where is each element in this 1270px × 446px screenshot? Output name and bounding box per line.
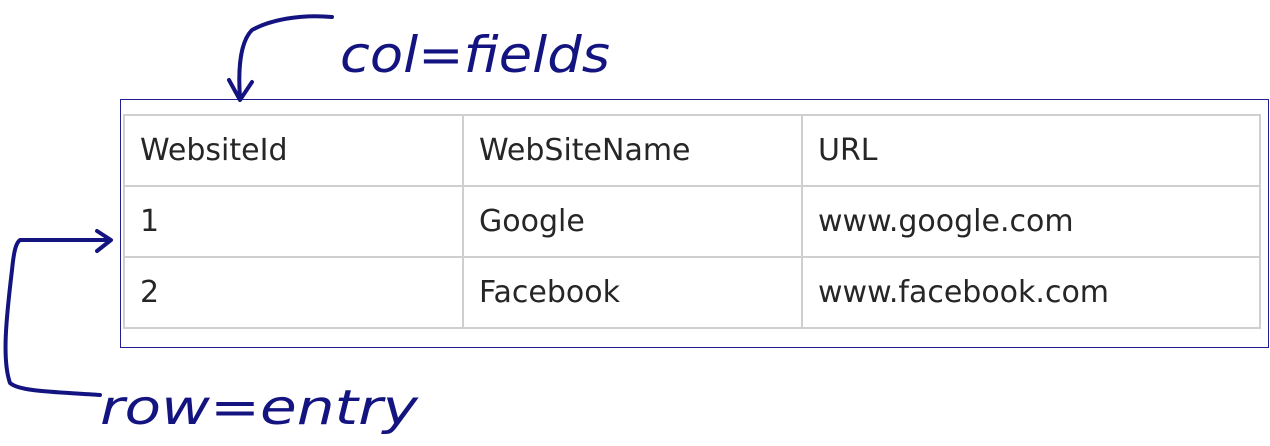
cell-website-name: Google [462,185,803,258]
row-arrow-head [95,229,113,253]
cell-website-id: 2 [123,256,464,329]
row-note: row=entry [100,380,419,436]
cell-url: www.facebook.com [801,256,1261,329]
table-row: 1 Google www.google.com [123,185,1261,258]
table-row: 2 Facebook www.facebook.com [123,256,1261,329]
table-frame: WebsiteId WebSiteName URL 1 Google www.g… [120,99,1269,348]
websites-table: WebsiteId WebSiteName URL 1 Google www.g… [123,114,1261,329]
cell-url: www.google.com [801,185,1261,258]
header-cell-website-id: WebsiteId [123,114,464,187]
cell-website-name: Facebook [462,256,803,329]
col-arrow-head [227,78,254,102]
col-arrow [237,14,334,100]
header-cell-url: URL [801,114,1261,187]
row-arrow [3,238,110,397]
header-cell-website-name: WebSiteName [462,114,803,187]
col-note: col=fields [340,26,610,84]
cell-website-id: 1 [123,185,464,258]
header-row: WebsiteId WebSiteName URL [123,114,1261,187]
